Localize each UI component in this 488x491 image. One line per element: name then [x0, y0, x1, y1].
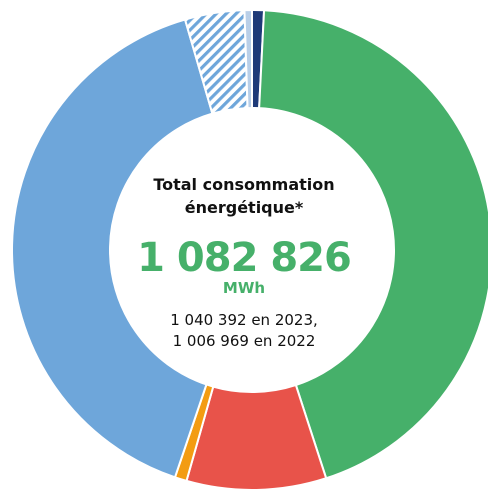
total-unit: MWh: [222, 279, 266, 297]
donut-slices: [11, 8, 488, 491]
comparison-2022: 1 006 969 en 2022: [172, 332, 316, 350]
donut-slice-2: [258, 9, 488, 480]
center-label-line1: Total consommation: [153, 175, 335, 194]
comparison-text: 1 040 392 en 2023, 1 006 969 en 2022: [0, 310, 488, 352]
center-label-line2: énergétique*: [184, 198, 304, 217]
donut-slice-7: [243, 8, 253, 110]
donut-slice-5: [11, 18, 214, 479]
comparison-2023: 1 040 392 en 2023,: [170, 311, 318, 329]
center-label: Total consommation énergétique*: [0, 173, 488, 219]
total-value: 1 082 826: [137, 235, 352, 281]
